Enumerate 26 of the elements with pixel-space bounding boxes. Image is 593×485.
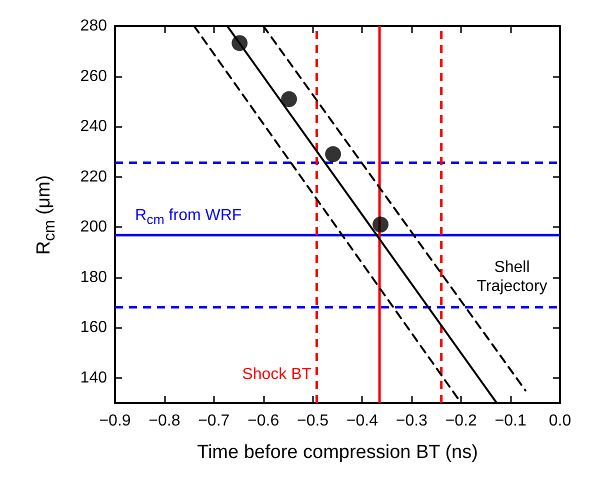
x-tick-label: −0.2 (445, 412, 477, 430)
x-tick-label: −0.3 (396, 412, 428, 430)
x-tick-label: −0.7 (198, 412, 230, 430)
ref-line-label: Shock BT (242, 365, 312, 384)
y-tick-label: 140 (80, 369, 108, 386)
x-tick-label: 0.0 (548, 412, 572, 430)
y-tick-label: 220 (80, 168, 108, 186)
x-tick-label: −0.1 (494, 412, 526, 430)
point (372, 216, 389, 233)
y-tick-label: 240 (80, 118, 108, 136)
y-tick-label: 180 (80, 268, 108, 286)
y-tick-label: 280 (80, 18, 108, 34)
x-tick-label: −0.6 (248, 412, 280, 430)
y-tick-label: 160 (80, 319, 108, 336)
y-tick-label: 200 (80, 218, 108, 236)
point (281, 91, 298, 108)
annotation: Shell Trajectory (476, 258, 548, 296)
point (325, 146, 342, 162)
x-tick-label: −0.8 (148, 412, 180, 430)
x-axis-title: Time before compression BT (ns) (197, 442, 478, 463)
x-tick-label: −0.5 (296, 412, 329, 430)
ref-line-label: R$_{cm}$ from WRF (135, 206, 242, 228)
y-tick-label: 260 (80, 68, 108, 85)
point (232, 35, 248, 52)
x-tick-label: −0.9 (99, 412, 131, 430)
x-tick-label: −0.4 (346, 412, 378, 430)
